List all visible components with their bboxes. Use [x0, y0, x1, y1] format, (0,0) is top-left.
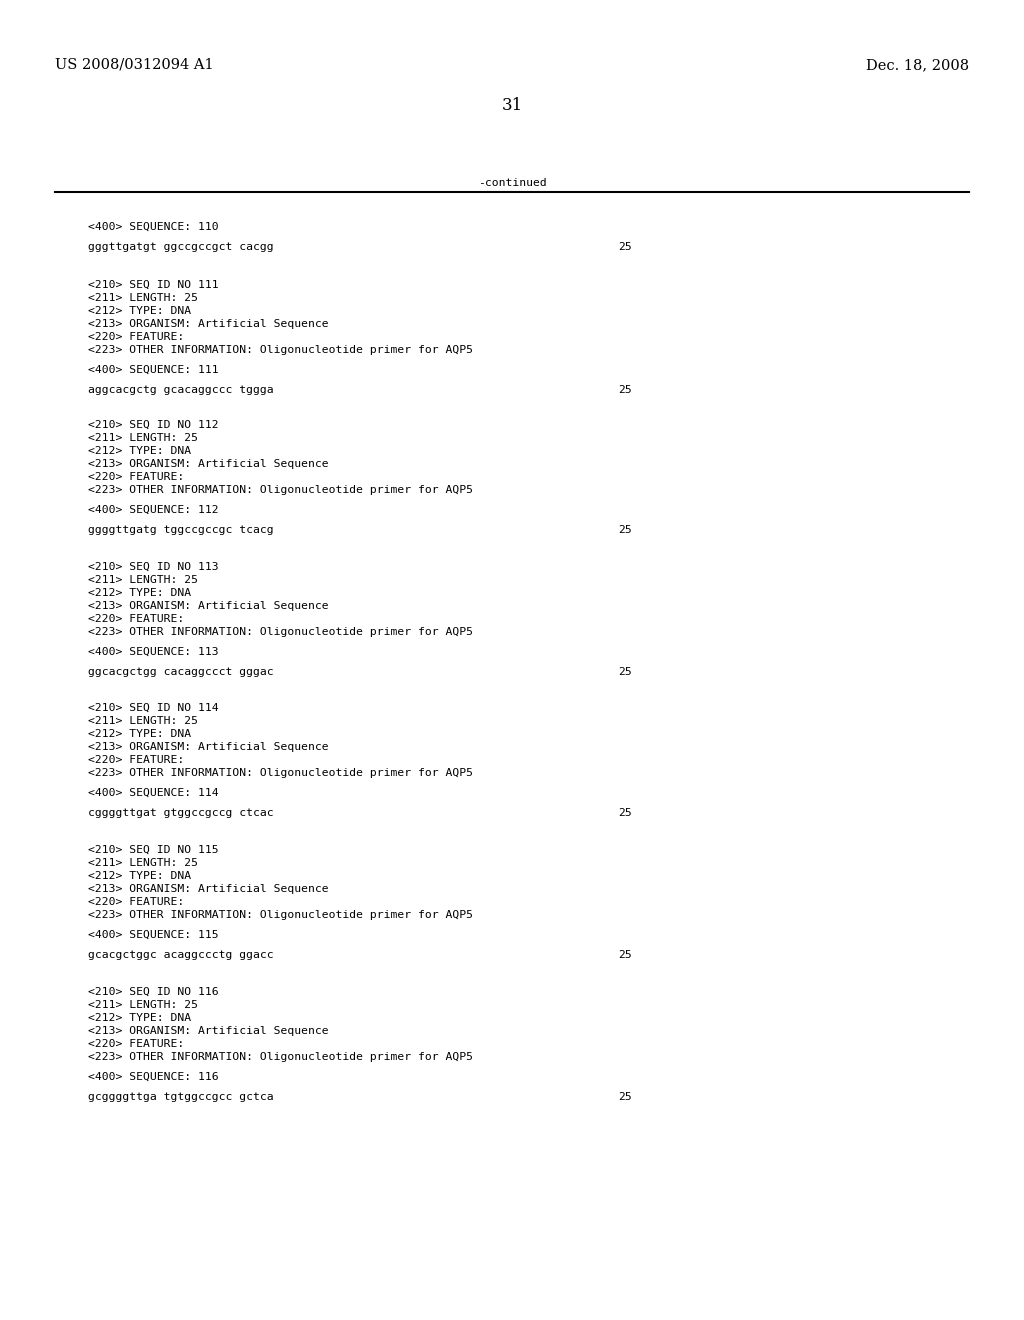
Text: 25: 25	[618, 1092, 632, 1102]
Text: <220> FEATURE:: <220> FEATURE:	[88, 333, 184, 342]
Text: <212> TYPE: DNA: <212> TYPE: DNA	[88, 306, 191, 315]
Text: ggcacgctgg cacaggccct gggac: ggcacgctgg cacaggccct gggac	[88, 667, 273, 677]
Text: <400> SEQUENCE: 112: <400> SEQUENCE: 112	[88, 506, 219, 515]
Text: <211> LENGTH: 25: <211> LENGTH: 25	[88, 858, 198, 869]
Text: <212> TYPE: DNA: <212> TYPE: DNA	[88, 871, 191, 880]
Text: <220> FEATURE:: <220> FEATURE:	[88, 755, 184, 766]
Text: <210> SEQ ID NO 112: <210> SEQ ID NO 112	[88, 420, 219, 430]
Text: <210> SEQ ID NO 113: <210> SEQ ID NO 113	[88, 562, 219, 572]
Text: <213> ORGANISM: Artificial Sequence: <213> ORGANISM: Artificial Sequence	[88, 601, 329, 611]
Text: <400> SEQUENCE: 115: <400> SEQUENCE: 115	[88, 931, 219, 940]
Text: gcacgctggc acaggccctg ggacc: gcacgctggc acaggccctg ggacc	[88, 950, 273, 960]
Text: <223> OTHER INFORMATION: Oligonucleotide primer for AQP5: <223> OTHER INFORMATION: Oligonucleotide…	[88, 345, 473, 355]
Text: 25: 25	[618, 950, 632, 960]
Text: <211> LENGTH: 25: <211> LENGTH: 25	[88, 715, 198, 726]
Text: <220> FEATURE:: <220> FEATURE:	[88, 898, 184, 907]
Text: <213> ORGANISM: Artificial Sequence: <213> ORGANISM: Artificial Sequence	[88, 742, 329, 752]
Text: gcggggttga tgtggccgcc gctca: gcggggttga tgtggccgcc gctca	[88, 1092, 273, 1102]
Text: 31: 31	[502, 96, 522, 114]
Text: <223> OTHER INFORMATION: Oligonucleotide primer for AQP5: <223> OTHER INFORMATION: Oligonucleotide…	[88, 909, 473, 920]
Text: 25: 25	[618, 385, 632, 395]
Text: <213> ORGANISM: Artificial Sequence: <213> ORGANISM: Artificial Sequence	[88, 1026, 329, 1036]
Text: <212> TYPE: DNA: <212> TYPE: DNA	[88, 587, 191, 598]
Text: <213> ORGANISM: Artificial Sequence: <213> ORGANISM: Artificial Sequence	[88, 459, 329, 469]
Text: <400> SEQUENCE: 113: <400> SEQUENCE: 113	[88, 647, 219, 657]
Text: <212> TYPE: DNA: <212> TYPE: DNA	[88, 729, 191, 739]
Text: <211> LENGTH: 25: <211> LENGTH: 25	[88, 1001, 198, 1010]
Text: <212> TYPE: DNA: <212> TYPE: DNA	[88, 1012, 191, 1023]
Text: <210> SEQ ID NO 111: <210> SEQ ID NO 111	[88, 280, 219, 290]
Text: -continued: -continued	[477, 178, 547, 187]
Text: <223> OTHER INFORMATION: Oligonucleotide primer for AQP5: <223> OTHER INFORMATION: Oligonucleotide…	[88, 484, 473, 495]
Text: <400> SEQUENCE: 111: <400> SEQUENCE: 111	[88, 366, 219, 375]
Text: <220> FEATURE:: <220> FEATURE:	[88, 614, 184, 624]
Text: <223> OTHER INFORMATION: Oligonucleotide primer for AQP5: <223> OTHER INFORMATION: Oligonucleotide…	[88, 768, 473, 777]
Text: <210> SEQ ID NO 116: <210> SEQ ID NO 116	[88, 987, 219, 997]
Text: <210> SEQ ID NO 115: <210> SEQ ID NO 115	[88, 845, 219, 855]
Text: <400> SEQUENCE: 110: <400> SEQUENCE: 110	[88, 222, 219, 232]
Text: 25: 25	[618, 808, 632, 818]
Text: ggggttgatg tggccgccgc tcacg: ggggttgatg tggccgccgc tcacg	[88, 525, 273, 535]
Text: <220> FEATURE:: <220> FEATURE:	[88, 1039, 184, 1049]
Text: <211> LENGTH: 25: <211> LENGTH: 25	[88, 576, 198, 585]
Text: <211> LENGTH: 25: <211> LENGTH: 25	[88, 433, 198, 444]
Text: cggggttgat gtggccgccg ctcac: cggggttgat gtggccgccg ctcac	[88, 808, 273, 818]
Text: <400> SEQUENCE: 116: <400> SEQUENCE: 116	[88, 1072, 219, 1082]
Text: <213> ORGANISM: Artificial Sequence: <213> ORGANISM: Artificial Sequence	[88, 319, 329, 329]
Text: gggttgatgt ggccgccgct cacgg: gggttgatgt ggccgccgct cacgg	[88, 242, 273, 252]
Text: 25: 25	[618, 242, 632, 252]
Text: aggcacgctg gcacaggccc tggga: aggcacgctg gcacaggccc tggga	[88, 385, 273, 395]
Text: <400> SEQUENCE: 114: <400> SEQUENCE: 114	[88, 788, 219, 799]
Text: US 2008/0312094 A1: US 2008/0312094 A1	[55, 58, 214, 73]
Text: <211> LENGTH: 25: <211> LENGTH: 25	[88, 293, 198, 304]
Text: <223> OTHER INFORMATION: Oligonucleotide primer for AQP5: <223> OTHER INFORMATION: Oligonucleotide…	[88, 1052, 473, 1063]
Text: <223> OTHER INFORMATION: Oligonucleotide primer for AQP5: <223> OTHER INFORMATION: Oligonucleotide…	[88, 627, 473, 638]
Text: 25: 25	[618, 667, 632, 677]
Text: <220> FEATURE:: <220> FEATURE:	[88, 473, 184, 482]
Text: Dec. 18, 2008: Dec. 18, 2008	[866, 58, 969, 73]
Text: <210> SEQ ID NO 114: <210> SEQ ID NO 114	[88, 704, 219, 713]
Text: <213> ORGANISM: Artificial Sequence: <213> ORGANISM: Artificial Sequence	[88, 884, 329, 894]
Text: <212> TYPE: DNA: <212> TYPE: DNA	[88, 446, 191, 455]
Text: 25: 25	[618, 525, 632, 535]
